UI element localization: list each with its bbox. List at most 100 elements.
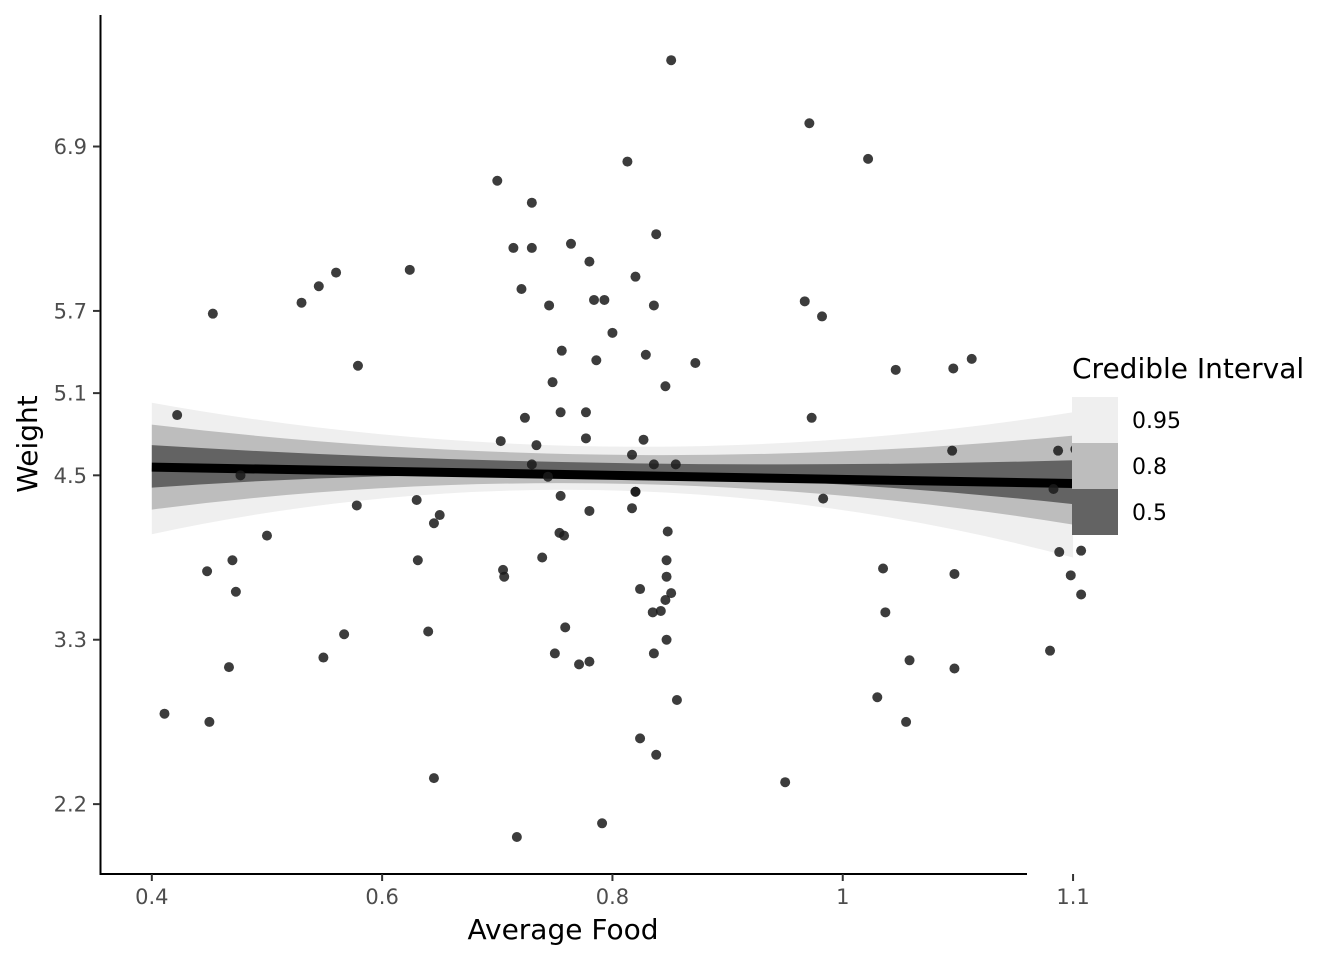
data-point bbox=[799, 296, 810, 307]
legend-title: Credible Interval bbox=[1072, 352, 1304, 385]
data-point bbox=[630, 271, 641, 282]
data-point bbox=[818, 493, 829, 504]
data-point bbox=[495, 436, 506, 447]
data-points bbox=[159, 55, 1087, 843]
x-tick-label: 1 bbox=[836, 885, 849, 909]
data-point bbox=[949, 568, 960, 579]
legend-label: 0.95 bbox=[1132, 409, 1181, 434]
data-point bbox=[949, 663, 960, 674]
data-point bbox=[655, 605, 666, 616]
data-point bbox=[1048, 484, 1059, 495]
data-point bbox=[235, 470, 246, 481]
y-axis-ticks: 2.2 3.3 4.5 5.1 5.7 6.9 bbox=[54, 135, 100, 817]
data-point bbox=[966, 353, 977, 364]
data-point bbox=[660, 381, 671, 392]
data-point bbox=[1076, 545, 1087, 556]
data-point bbox=[901, 716, 912, 727]
data-point bbox=[904, 655, 915, 666]
data-point bbox=[565, 238, 576, 249]
data-point bbox=[597, 818, 608, 829]
data-point bbox=[627, 503, 638, 514]
data-point bbox=[651, 229, 662, 240]
data-point bbox=[890, 364, 901, 375]
data-point bbox=[880, 607, 891, 618]
data-point bbox=[648, 459, 659, 470]
data-point bbox=[526, 197, 537, 208]
legend-swatch-0-95 bbox=[1072, 397, 1118, 443]
data-point bbox=[537, 552, 548, 563]
data-point bbox=[640, 349, 651, 360]
data-point bbox=[526, 459, 537, 470]
y-tick-label: 2.2 bbox=[54, 793, 87, 817]
data-point bbox=[666, 55, 677, 66]
data-point bbox=[428, 518, 439, 529]
data-point bbox=[635, 584, 646, 595]
data-point bbox=[666, 588, 677, 599]
data-point bbox=[404, 264, 415, 275]
data-point bbox=[227, 555, 238, 566]
y-tick-label: 5.1 bbox=[54, 382, 87, 406]
data-point bbox=[661, 634, 672, 645]
y-tick-label: 3.3 bbox=[54, 628, 87, 652]
y-axis-title: Weight bbox=[11, 395, 44, 493]
data-point bbox=[947, 445, 958, 456]
data-point bbox=[651, 749, 662, 760]
data-point bbox=[516, 284, 527, 295]
data-point bbox=[591, 355, 602, 366]
data-point bbox=[806, 412, 817, 423]
data-point bbox=[574, 659, 585, 670]
data-point bbox=[872, 692, 883, 703]
data-point bbox=[580, 407, 591, 418]
data-point bbox=[635, 733, 646, 744]
data-point bbox=[580, 433, 591, 444]
data-point bbox=[547, 377, 558, 388]
data-point bbox=[296, 297, 307, 308]
data-point bbox=[622, 156, 633, 167]
x-axis-title: Average Food bbox=[467, 913, 658, 946]
data-point bbox=[647, 607, 658, 618]
legend-label: 0.5 bbox=[1132, 501, 1167, 526]
data-point bbox=[411, 494, 422, 505]
data-point bbox=[526, 242, 537, 253]
data-point bbox=[428, 773, 439, 784]
data-point bbox=[1053, 445, 1064, 456]
data-point bbox=[499, 571, 510, 582]
data-point bbox=[648, 648, 659, 659]
data-point bbox=[878, 563, 889, 574]
data-point bbox=[313, 281, 324, 292]
data-point bbox=[172, 410, 183, 421]
data-point bbox=[584, 656, 595, 667]
x-tick-label: 1.1 bbox=[1056, 885, 1089, 909]
data-point bbox=[1065, 570, 1076, 581]
data-point bbox=[1054, 547, 1065, 558]
data-point bbox=[671, 695, 682, 706]
data-point bbox=[948, 363, 959, 374]
data-point bbox=[544, 300, 555, 311]
data-point bbox=[542, 471, 553, 482]
data-point bbox=[511, 832, 522, 843]
legend-entries: 0.95 0.8 0.5 bbox=[1072, 397, 1181, 535]
regression-line bbox=[151, 462, 1074, 489]
data-point bbox=[352, 360, 363, 371]
data-point bbox=[863, 153, 874, 164]
regression-line-layer bbox=[151, 462, 1074, 489]
data-point bbox=[434, 510, 445, 521]
data-point bbox=[630, 486, 641, 497]
data-point bbox=[318, 652, 329, 663]
data-point bbox=[261, 530, 272, 541]
data-point bbox=[584, 505, 595, 516]
data-point bbox=[230, 586, 241, 597]
data-point bbox=[662, 526, 673, 537]
data-point bbox=[331, 267, 342, 278]
data-point bbox=[508, 242, 519, 253]
data-point bbox=[607, 327, 618, 338]
data-point bbox=[559, 530, 570, 541]
data-point bbox=[555, 407, 566, 418]
data-point bbox=[661, 555, 672, 566]
data-point bbox=[638, 434, 649, 445]
data-point bbox=[627, 449, 638, 460]
data-point bbox=[339, 629, 350, 640]
data-point bbox=[351, 500, 362, 511]
data-point bbox=[492, 175, 503, 186]
